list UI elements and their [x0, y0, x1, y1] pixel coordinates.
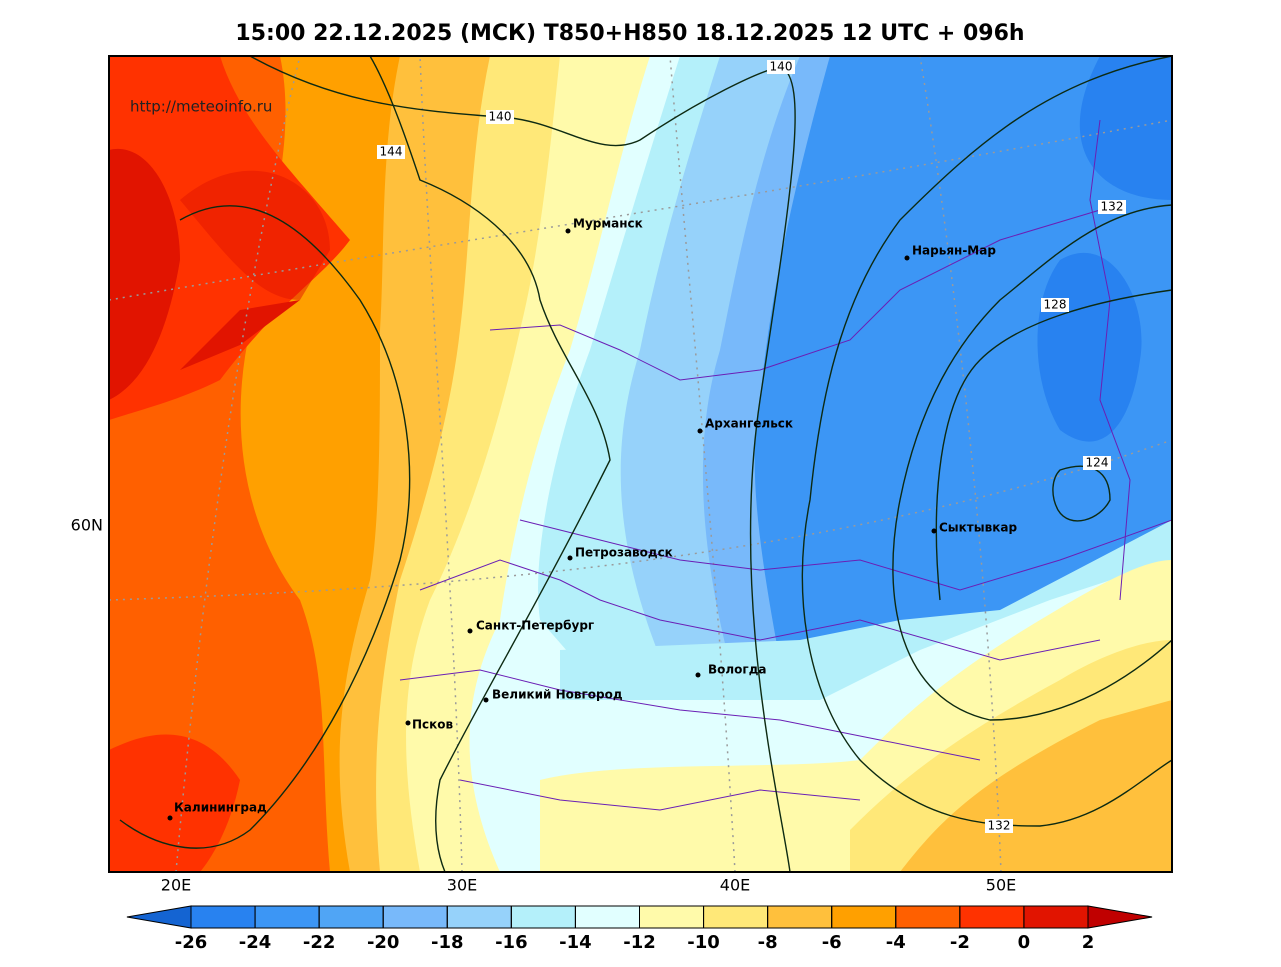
city-label: Петрозаводск	[575, 546, 673, 560]
city-label: Санкт-Петербург	[476, 619, 594, 633]
city-label: Вологда	[708, 663, 766, 677]
contour-label: 132	[1101, 200, 1124, 214]
colorbar-bin	[895, 905, 961, 929]
colorbar-tick-label: -12	[623, 932, 656, 953]
colorbar-tick-label: -16	[495, 932, 528, 953]
city-label: Псков	[412, 718, 454, 732]
contour-label: 140	[489, 110, 512, 124]
latitude-label: 60N	[71, 516, 103, 535]
colorbar-bin	[639, 905, 705, 929]
city-label: Архангельск	[705, 417, 793, 431]
colorbar-bin	[446, 905, 512, 929]
city-label: Калининград	[174, 801, 267, 815]
colorbar-tick-label: -20	[367, 932, 400, 953]
contour-label: 140	[770, 60, 793, 74]
colorbar-bin	[574, 905, 641, 929]
city-label: Мурманск	[573, 217, 643, 231]
contour-label: 132	[988, 819, 1011, 833]
city-label: Нарьян-Мар	[912, 244, 996, 258]
colorbar-tick-label: -24	[239, 932, 272, 953]
title: 15:00 22.12.2025 (МСК) T850+H850 18.12.2…	[235, 21, 1024, 46]
colorbar-bin	[767, 905, 833, 929]
city-label: Сыктывкар	[939, 521, 1017, 535]
colorbar-bin	[382, 905, 448, 929]
colorbar-bin	[831, 905, 897, 929]
watermark: http://meteoinfo.ru	[130, 98, 272, 116]
colorbar-extension	[126, 905, 192, 929]
colorbar-tick-label: -14	[559, 932, 592, 953]
colorbar-bin	[703, 905, 769, 929]
longitude-label: 40E	[720, 876, 750, 895]
colorbar-tick-label: 0	[1018, 932, 1031, 953]
map-field	[109, 56, 1172, 872]
colorbar-bin	[190, 905, 256, 929]
city-label: Великий Новгород	[492, 688, 623, 702]
colorbar-extension	[1087, 905, 1153, 929]
longitude-label: 50E	[986, 876, 1016, 895]
colorbar-bin	[510, 905, 576, 929]
colorbar-tick-label: -26	[175, 932, 208, 953]
colorbar-tick-label: -10	[687, 932, 720, 953]
colorbar-tick-label: 2	[1082, 932, 1095, 953]
colorbar-tick-label: -22	[303, 932, 336, 953]
contour-label: 124	[1086, 456, 1109, 470]
colorbar-tick-label: -2	[950, 932, 970, 953]
colorbar-bin	[318, 905, 384, 929]
cities: Мурманск Нарьян-Мар Архангельск Сыктывка…	[167, 217, 1017, 821]
map-frame	[108, 55, 1173, 873]
colorbar-bin	[959, 905, 1025, 929]
axis-labels: 20E 30E 40E 50E 60N	[71, 516, 1017, 895]
borders	[399, 119, 1172, 811]
colorbar-tick-label: -6	[822, 932, 842, 953]
longitude-label: 20E	[161, 876, 191, 895]
colorbar-tick-label: -18	[431, 932, 464, 953]
colorbar-bin	[1023, 905, 1089, 929]
contour-label: 144	[380, 145, 403, 159]
colorbar: -26 -24 -22 -20 -18 -16 -14 -12 -10 -8 -6 -4 -2 0 2	[126, 905, 1153, 953]
contour-labels: 140 140 144 132 128 124 132	[377, 60, 1126, 833]
colorbar-tick-label: -4	[886, 932, 906, 953]
longitude-label: 30E	[447, 876, 477, 895]
contour-label: 128	[1044, 298, 1067, 312]
colorbar-tick-label: -8	[758, 932, 778, 953]
colorbar-bin	[254, 905, 320, 929]
graticule	[109, 56, 1172, 872]
